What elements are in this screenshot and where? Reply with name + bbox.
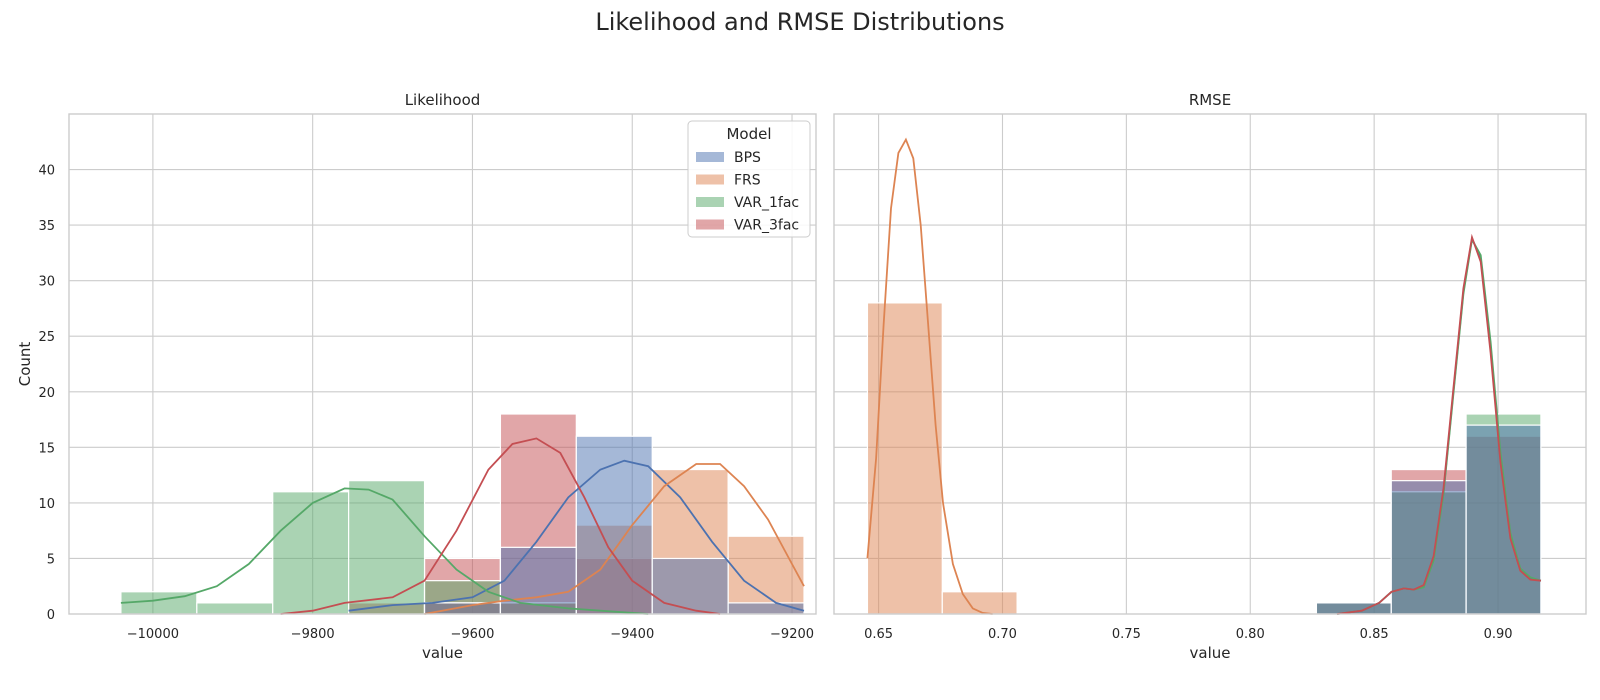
bar-frs	[727, 535, 805, 615]
panel-title: Likelihood	[405, 91, 481, 109]
y-axis-label: Count	[16, 342, 34, 387]
x-tick-label: −9600	[450, 627, 494, 642]
legend-label-bps: BPS	[734, 150, 761, 166]
bar-frs	[866, 302, 943, 615]
panel-title: RMSE	[1189, 91, 1231, 109]
bar-bps	[1390, 480, 1467, 615]
y-tick-label: 25	[38, 330, 55, 345]
axes-frame	[68, 113, 817, 615]
y-tick-label: 15	[38, 441, 55, 456]
likelihood-panel: −10000 −9800 −9600 −9400 −9200 0 5 10 15 20 25 30 35…	[16, 91, 817, 662]
kde-line-frs	[866, 137, 993, 615]
bar-bps	[651, 557, 729, 615]
x-tick-label: −10000	[127, 627, 179, 642]
legend-swatch-bps	[696, 152, 724, 162]
kde-line-var-3fac	[1336, 233, 1541, 615]
bar-bps	[575, 435, 653, 615]
legend-title: Model	[726, 125, 771, 143]
x-tick-label: 0.75	[1112, 627, 1141, 642]
x-tick-label: 0.80	[1236, 627, 1265, 642]
y-tick-label: 30	[38, 275, 55, 290]
legend-box	[687, 120, 811, 238]
bar-var-1fac	[348, 480, 426, 615]
y-tick-label: 0	[47, 608, 55, 623]
x-tick-label: 0.90	[1484, 627, 1513, 642]
x-axis-label: value	[422, 644, 463, 662]
kde-line-var-1fac	[120, 487, 649, 615]
legend-label-var-3fac: VAR_3fac	[734, 218, 799, 234]
legend-swatch-var-3fac	[696, 219, 724, 230]
x-tick-label: −9200	[770, 627, 814, 642]
y-tick-label: 35	[38, 219, 55, 234]
bar-var-1fac	[196, 602, 274, 615]
kde-line-var-3fac	[280, 437, 721, 615]
bar-bps	[1465, 424, 1542, 615]
legend-swatch-var-1fac	[696, 197, 724, 207]
figure-title: Likelihood and RMSE Distributions	[595, 8, 1005, 36]
x-axis-label: value	[1190, 644, 1231, 662]
bar-var-1fac	[272, 491, 350, 615]
legend: Model BPS FRS VAR_1fac VAR_3fac	[687, 120, 811, 238]
legend-label-frs: FRS	[734, 173, 761, 189]
y-tick-label: 20	[38, 386, 55, 401]
x-tick-label: 0.70	[988, 627, 1017, 642]
x-tick-label: 0.65	[864, 627, 893, 642]
legend-swatch-frs	[696, 174, 724, 185]
axes-frame	[833, 113, 1587, 615]
bar-bps	[499, 546, 577, 615]
y-tick-label: 10	[38, 497, 55, 512]
kde-line-bps	[348, 459, 805, 612]
y-tick-label: 40	[38, 164, 55, 179]
rmse-panel: 0.65 0.70 0.75 0.80 0.85 0.90 RMSE value	[833, 91, 1587, 662]
y-tick-label: 5	[47, 552, 55, 567]
legend-label-var-1fac: VAR_1fac	[734, 195, 799, 211]
x-tick-label: −9800	[291, 627, 335, 642]
x-tick-label: −9400	[610, 627, 654, 642]
x-tick-label: 0.85	[1360, 627, 1389, 642]
